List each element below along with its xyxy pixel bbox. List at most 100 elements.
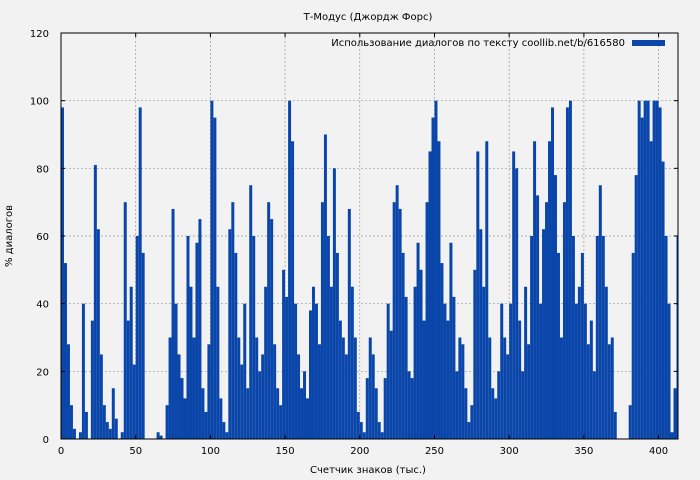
bar — [652, 100, 656, 440]
bar — [273, 344, 277, 439]
bar — [568, 100, 572, 440]
bar — [81, 303, 85, 439]
bar — [452, 296, 456, 439]
x-tick-label: 250 — [425, 446, 444, 457]
bar — [559, 337, 563, 439]
bar — [66, 344, 70, 439]
bar — [634, 175, 638, 439]
y-tick-label: 0 — [43, 435, 49, 446]
bar — [61, 107, 64, 439]
bar — [422, 320, 426, 439]
bar — [398, 208, 402, 439]
bar — [329, 286, 333, 439]
bar — [282, 269, 286, 439]
bar — [640, 117, 644, 439]
bar — [183, 398, 187, 439]
bar — [168, 337, 172, 439]
x-tick-label: 100 — [201, 446, 220, 457]
bar — [84, 411, 88, 439]
bar — [291, 141, 295, 439]
bar — [571, 236, 575, 439]
bar — [628, 405, 632, 439]
bar — [574, 303, 578, 439]
x-tick-label: 50 — [129, 446, 142, 457]
bar — [159, 435, 163, 439]
bar — [231, 202, 235, 439]
y-axis-label: % диалогов — [4, 205, 15, 267]
bar — [264, 286, 268, 439]
bar — [222, 422, 226, 439]
bar — [350, 286, 354, 439]
bar — [90, 320, 94, 439]
bar — [165, 405, 169, 439]
bar — [545, 202, 549, 439]
bar — [276, 388, 280, 439]
bar — [604, 286, 608, 439]
bar — [297, 354, 301, 439]
bar — [120, 432, 124, 439]
bar — [458, 337, 462, 439]
bar — [174, 303, 178, 439]
bar — [425, 202, 429, 439]
bar — [311, 286, 315, 439]
bar — [580, 252, 584, 439]
bar — [279, 405, 283, 439]
bar — [500, 303, 504, 439]
axis-ticks: 0 50 100 150 200 250 300 350 400 0 20 40 60 80 100 120 — [30, 29, 678, 457]
bar — [655, 100, 659, 440]
bar — [482, 286, 486, 439]
bar — [374, 388, 378, 439]
bar — [219, 398, 223, 439]
bar — [404, 296, 408, 439]
legend-label: Использование диалогов по тексту coollib… — [331, 38, 625, 49]
bar — [431, 117, 435, 439]
bar — [449, 242, 453, 439]
bar — [497, 371, 501, 439]
bar — [356, 411, 360, 439]
bar — [138, 107, 142, 439]
bar — [389, 330, 393, 439]
y-tick-label: 100 — [30, 97, 49, 108]
bar — [126, 320, 130, 439]
x-tick-label: 300 — [500, 446, 519, 457]
bar — [96, 229, 100, 439]
bar — [78, 432, 82, 439]
bar — [368, 337, 372, 439]
x-axis-label: Счетчик знаков (тыс.) — [310, 465, 426, 476]
bar — [255, 337, 259, 439]
bar — [228, 229, 232, 439]
bar — [536, 195, 540, 439]
bar — [631, 252, 635, 439]
bar — [392, 202, 396, 439]
bar — [93, 164, 97, 439]
bar — [554, 175, 557, 439]
bar — [491, 388, 495, 439]
bar — [670, 432, 674, 439]
bar — [335, 252, 339, 439]
bar — [371, 354, 375, 439]
bar — [539, 303, 543, 439]
bar — [252, 236, 256, 439]
bar — [434, 100, 438, 440]
bar — [261, 354, 265, 439]
bar — [135, 236, 139, 439]
bar — [428, 151, 432, 439]
bar — [195, 242, 199, 439]
bar — [332, 168, 336, 440]
bar — [380, 432, 384, 439]
y-tick-label: 20 — [36, 367, 49, 378]
bar — [494, 398, 498, 439]
bar — [658, 107, 662, 439]
bar — [210, 100, 214, 440]
bar — [607, 344, 611, 439]
bar — [141, 252, 145, 439]
bar — [300, 388, 304, 439]
bar — [649, 141, 653, 439]
bar — [207, 344, 211, 439]
bar — [192, 337, 196, 439]
y-tick-label: 120 — [30, 29, 49, 40]
bar — [407, 371, 411, 439]
bar — [437, 141, 441, 439]
bar — [353, 337, 357, 439]
